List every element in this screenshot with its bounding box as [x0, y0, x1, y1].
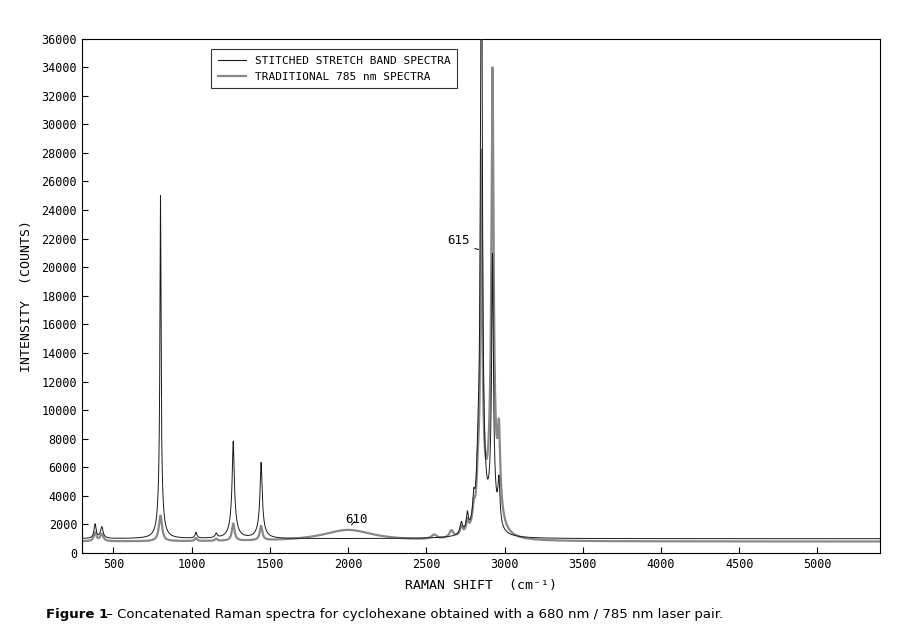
Text: Figure 1: Figure 1: [46, 608, 107, 620]
X-axis label: RAMAN SHIFT  (cm⁻¹): RAMAN SHIFT (cm⁻¹): [404, 579, 557, 592]
Y-axis label: INTENSITY  (COUNTS): INTENSITY (COUNTS): [20, 220, 33, 372]
Text: – Concatenated Raman spectra for cyclohexane obtained with a 680 nm / 785 nm las: – Concatenated Raman spectra for cyclohe…: [102, 608, 722, 620]
Text: 610: 610: [344, 513, 367, 526]
Legend: STITCHED STRETCH BAND SPECTRA, TRADITIONAL 785 nm SPECTRA: STITCHED STRETCH BAND SPECTRA, TRADITION…: [211, 50, 456, 88]
Text: 615: 615: [446, 234, 478, 249]
